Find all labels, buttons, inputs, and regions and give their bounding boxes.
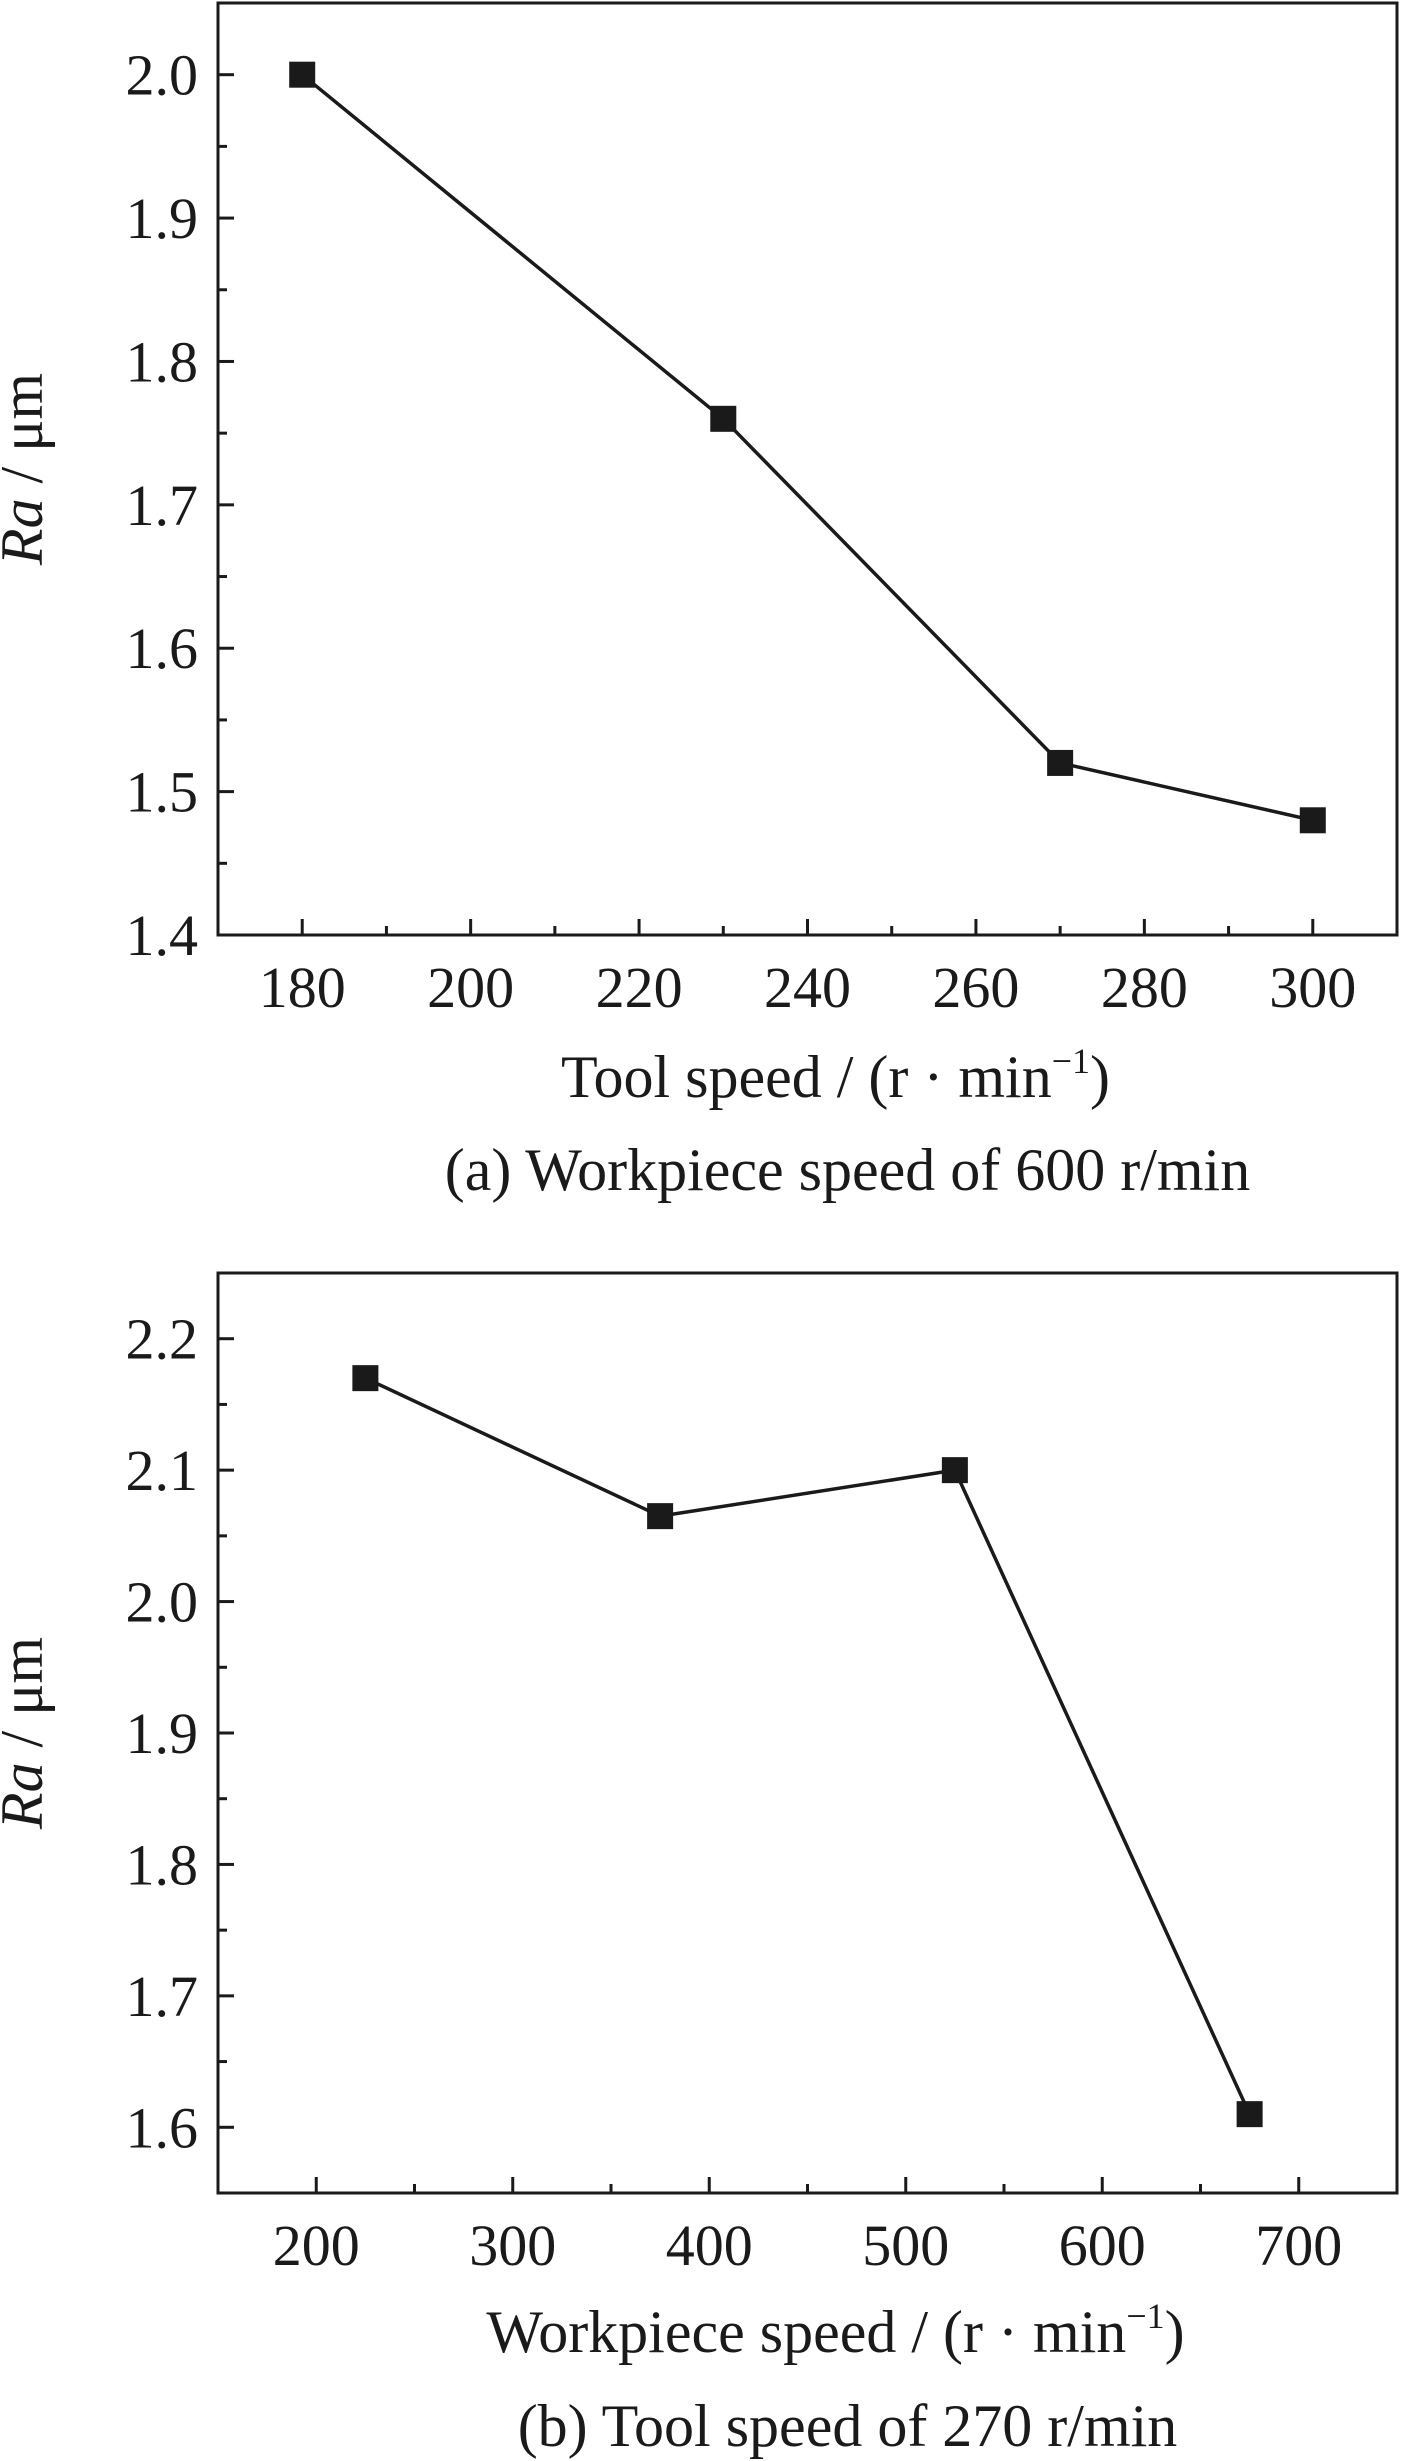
b-x-tick-label-200: 200 (273, 2213, 360, 2278)
b-y-tick-label-2: 1.8 (126, 1832, 199, 1897)
a-data-point-0 (289, 61, 316, 88)
a-x-tick-label-220: 220 (596, 955, 683, 1020)
a-y-tick-label-0: 1.4 (126, 903, 199, 968)
a-data-point-2 (1047, 749, 1074, 776)
a-data-point-3 (1299, 807, 1326, 834)
b-y-tick-label-6: 2.2 (126, 1307, 199, 1372)
b-y-tick-label-1: 1.7 (126, 1964, 199, 2029)
a-x-tick-label-240: 240 (764, 955, 851, 1020)
a-x-tick-label-300: 300 (1269, 955, 1356, 1020)
a-x-tick-label-180: 180 (259, 955, 346, 1020)
a-y-tick-label-2: 1.6 (126, 616, 199, 681)
b-x-tick-label-500: 500 (862, 2213, 949, 2278)
b-data-point-3 (1236, 2101, 1263, 2128)
b-x-axis-label: Workpiece speed / (r · min−1) (486, 2296, 1184, 2365)
b-series-line (364, 1376, 1252, 2115)
b-y-tick-label-3: 1.9 (126, 1701, 199, 1766)
a-caption: (a) Workpiece speed of 600 r/min (445, 1137, 1250, 1203)
b-x-tick-label-300: 300 (469, 2213, 556, 2278)
b-plot-frame (216, 1271, 1399, 2195)
a-x-tick-label-280: 280 (1101, 955, 1188, 1020)
a-series-line (301, 73, 1314, 822)
a-y-tick-label-1: 1.5 (126, 760, 199, 825)
b-x-tick-label-400: 400 (666, 2213, 753, 2278)
a-y-tick-label-6: 2.0 (126, 43, 199, 108)
b-y-tick-label-0: 1.6 (126, 2095, 199, 2160)
b-y-axis-label: Ra / μm (0, 1637, 55, 1830)
b-data-point-0 (352, 1365, 379, 1392)
a-x-tick-label-200: 200 (427, 955, 514, 1020)
chart-b: 200 300 400 500 600 700 1.6 1.7 1.8 1.9 2.0 2.1 2.2 W… (0, 1271, 1399, 2459)
a-x-tick-label-260: 260 (932, 955, 1019, 1020)
a-y-tick-label-4: 1.8 (126, 329, 199, 394)
b-data-point-1 (647, 1503, 674, 1530)
b-y-tick-label-4: 2.0 (126, 1570, 199, 1635)
a-x-axis-label: Tool speed / (r · min−1) (561, 1041, 1110, 1110)
a-y-axis-label: Ra / μm (0, 373, 55, 566)
b-x-tick-label-700: 700 (1255, 2213, 1342, 2278)
chart-a: 180 200 220 240 260 280 300 1.4 1.5 1.6 1.7 1.8 1.9 2… (0, 1, 1399, 1203)
a-y-tick-label-5: 1.9 (126, 186, 199, 251)
a-y-tick-label-3: 1.7 (126, 473, 199, 538)
a-plot-frame (216, 1, 1399, 937)
b-y-tick-label-5: 2.1 (126, 1438, 199, 1503)
b-data-point-2 (941, 1457, 968, 1484)
b-x-tick-label-600: 600 (1059, 2213, 1146, 2278)
a-data-point-1 (710, 405, 737, 432)
b-caption: (b) Tool speed of 270 r/min (518, 2393, 1178, 2459)
